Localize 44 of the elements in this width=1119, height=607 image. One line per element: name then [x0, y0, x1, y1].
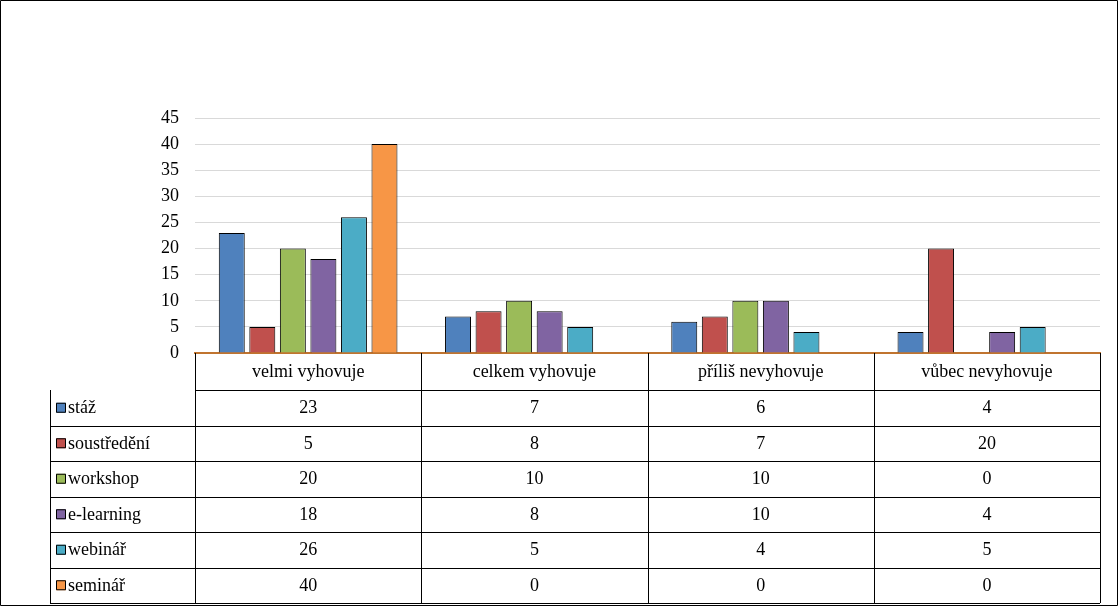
data-label: 5 [529, 539, 539, 560]
data-label: 5 [303, 432, 313, 453]
data-label: 20 [977, 432, 996, 453]
legend-label: workshop [68, 468, 139, 489]
data-label: 18 [299, 503, 318, 524]
y-tick-label: 45 [161, 106, 179, 127]
legend-label: e-learning [68, 503, 141, 524]
data-label: 23 [299, 397, 318, 418]
data-label: 8 [529, 432, 539, 453]
data-label: 0 [982, 574, 992, 595]
data-label: 40 [299, 574, 318, 595]
data-label: 6 [756, 397, 766, 418]
y-tick-label: 15 [161, 263, 179, 284]
y-tick-label: 20 [161, 237, 179, 258]
data-label: 10 [751, 503, 770, 524]
data-label: 4 [982, 397, 992, 418]
data-label: 8 [529, 503, 539, 524]
data-label: 26 [299, 539, 318, 560]
x-tick-label: příliš nevyhovuje [697, 361, 824, 382]
data-label: 0 [982, 468, 992, 489]
data-label: 7 [529, 397, 539, 418]
y-tick-label: 35 [161, 158, 179, 179]
data-label: 5 [982, 539, 992, 560]
legend-label: seminář [68, 574, 125, 595]
legend-label: stáž [68, 397, 96, 418]
legend-label: soustředění [68, 432, 150, 453]
y-tick-label: 25 [161, 211, 179, 232]
y-tick-label: 30 [161, 185, 179, 206]
y-tick-label: 40 [161, 132, 179, 153]
data-label: 0 [529, 574, 539, 595]
data-label: 7 [756, 432, 766, 453]
data-label: 0 [756, 574, 766, 595]
y-tick-label: 10 [161, 289, 179, 310]
y-tick-label: 0 [170, 341, 179, 362]
data-label: 20 [299, 468, 318, 489]
x-tick-label: celkem vyhovuje [472, 361, 597, 382]
data-label: 10 [525, 468, 544, 489]
x-tick-label: velmi vyhovuje [251, 361, 365, 382]
data-label: 4 [756, 539, 766, 560]
data-label: 4 [982, 503, 992, 524]
data-label: 10 [751, 468, 770, 489]
x-tick-label: vůbec nevyhovuje [921, 361, 1053, 382]
legend-label: webinář [68, 539, 126, 560]
y-tick-label: 5 [170, 315, 179, 336]
